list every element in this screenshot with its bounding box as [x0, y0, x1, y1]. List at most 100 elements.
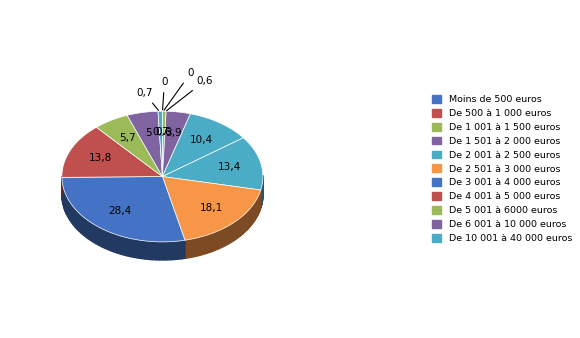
Text: 5,7: 5,7 — [119, 134, 136, 143]
Polygon shape — [86, 219, 88, 239]
Polygon shape — [128, 238, 130, 257]
Text: 28,4: 28,4 — [108, 207, 132, 216]
Polygon shape — [90, 222, 93, 242]
Polygon shape — [237, 219, 238, 239]
Text: 0: 0 — [161, 77, 168, 110]
Text: 0,6: 0,6 — [166, 76, 213, 111]
Text: 0,7: 0,7 — [136, 88, 158, 111]
Polygon shape — [66, 194, 67, 214]
Polygon shape — [205, 235, 207, 254]
Polygon shape — [68, 198, 69, 219]
Polygon shape — [226, 226, 228, 245]
Legend: Moins de 500 euros, De 500 à 1 000 euros, De 1 001 à 1 500 euros, De 1 501 à 2 0: Moins de 500 euros, De 500 à 1 000 euros… — [432, 95, 572, 243]
Polygon shape — [198, 237, 201, 256]
Polygon shape — [75, 209, 77, 229]
Polygon shape — [79, 213, 81, 233]
Text: 3,9: 3,9 — [165, 128, 182, 138]
Polygon shape — [162, 111, 190, 176]
Polygon shape — [249, 209, 250, 228]
Polygon shape — [235, 221, 237, 240]
Polygon shape — [258, 196, 259, 215]
Polygon shape — [177, 241, 182, 259]
Polygon shape — [207, 235, 209, 253]
Polygon shape — [187, 240, 190, 258]
Polygon shape — [162, 111, 166, 176]
Polygon shape — [84, 217, 86, 237]
Polygon shape — [196, 238, 198, 256]
Polygon shape — [142, 240, 145, 259]
Polygon shape — [202, 236, 205, 255]
Polygon shape — [152, 242, 156, 260]
Polygon shape — [223, 228, 224, 247]
Polygon shape — [156, 242, 160, 260]
Polygon shape — [121, 236, 124, 255]
Polygon shape — [138, 240, 142, 259]
Polygon shape — [74, 207, 75, 227]
Polygon shape — [162, 114, 244, 176]
Polygon shape — [163, 242, 167, 260]
Polygon shape — [81, 215, 84, 235]
Polygon shape — [162, 138, 263, 190]
Text: 5: 5 — [146, 128, 152, 138]
Polygon shape — [221, 229, 223, 248]
Polygon shape — [248, 210, 249, 229]
Polygon shape — [160, 242, 163, 260]
Polygon shape — [230, 224, 231, 243]
Polygon shape — [182, 240, 185, 259]
Polygon shape — [242, 215, 244, 234]
Polygon shape — [228, 225, 230, 244]
Polygon shape — [252, 204, 253, 224]
Polygon shape — [88, 221, 90, 240]
Polygon shape — [158, 111, 162, 176]
Polygon shape — [130, 239, 134, 257]
Text: 18,1: 18,1 — [200, 203, 223, 213]
Polygon shape — [96, 115, 162, 176]
Polygon shape — [127, 111, 162, 176]
Polygon shape — [257, 197, 258, 217]
Polygon shape — [134, 239, 138, 258]
Text: 0: 0 — [164, 68, 194, 110]
Polygon shape — [72, 205, 74, 225]
Polygon shape — [246, 211, 248, 231]
Text: 10,4: 10,4 — [190, 135, 213, 145]
Polygon shape — [108, 232, 111, 251]
Polygon shape — [211, 233, 213, 252]
Polygon shape — [213, 232, 215, 251]
Polygon shape — [224, 227, 226, 246]
Polygon shape — [117, 235, 121, 254]
Polygon shape — [245, 212, 246, 232]
Polygon shape — [111, 233, 114, 252]
Polygon shape — [62, 127, 162, 177]
Text: 0,6: 0,6 — [155, 127, 172, 137]
Polygon shape — [251, 206, 252, 225]
Polygon shape — [62, 176, 185, 242]
Polygon shape — [250, 207, 251, 226]
Text: 0,7: 0,7 — [153, 127, 169, 137]
Text: 13,4: 13,4 — [218, 162, 241, 172]
Polygon shape — [96, 226, 99, 245]
Polygon shape — [256, 199, 257, 218]
Polygon shape — [145, 241, 148, 259]
Polygon shape — [259, 193, 260, 213]
Polygon shape — [209, 234, 211, 252]
Polygon shape — [185, 240, 187, 258]
Text: 13,8: 13,8 — [88, 153, 111, 163]
Polygon shape — [171, 241, 174, 260]
Polygon shape — [99, 227, 102, 247]
Polygon shape — [238, 218, 240, 238]
Polygon shape — [233, 222, 235, 241]
Polygon shape — [192, 239, 194, 257]
Polygon shape — [102, 228, 105, 248]
Polygon shape — [162, 176, 261, 240]
Polygon shape — [241, 216, 242, 235]
Polygon shape — [253, 203, 255, 222]
Polygon shape — [174, 241, 177, 260]
Polygon shape — [93, 224, 96, 244]
Polygon shape — [201, 236, 202, 255]
Polygon shape — [77, 211, 79, 231]
Polygon shape — [231, 223, 233, 242]
Polygon shape — [194, 238, 196, 257]
Polygon shape — [215, 232, 217, 250]
Polygon shape — [244, 214, 245, 233]
Polygon shape — [105, 230, 108, 249]
